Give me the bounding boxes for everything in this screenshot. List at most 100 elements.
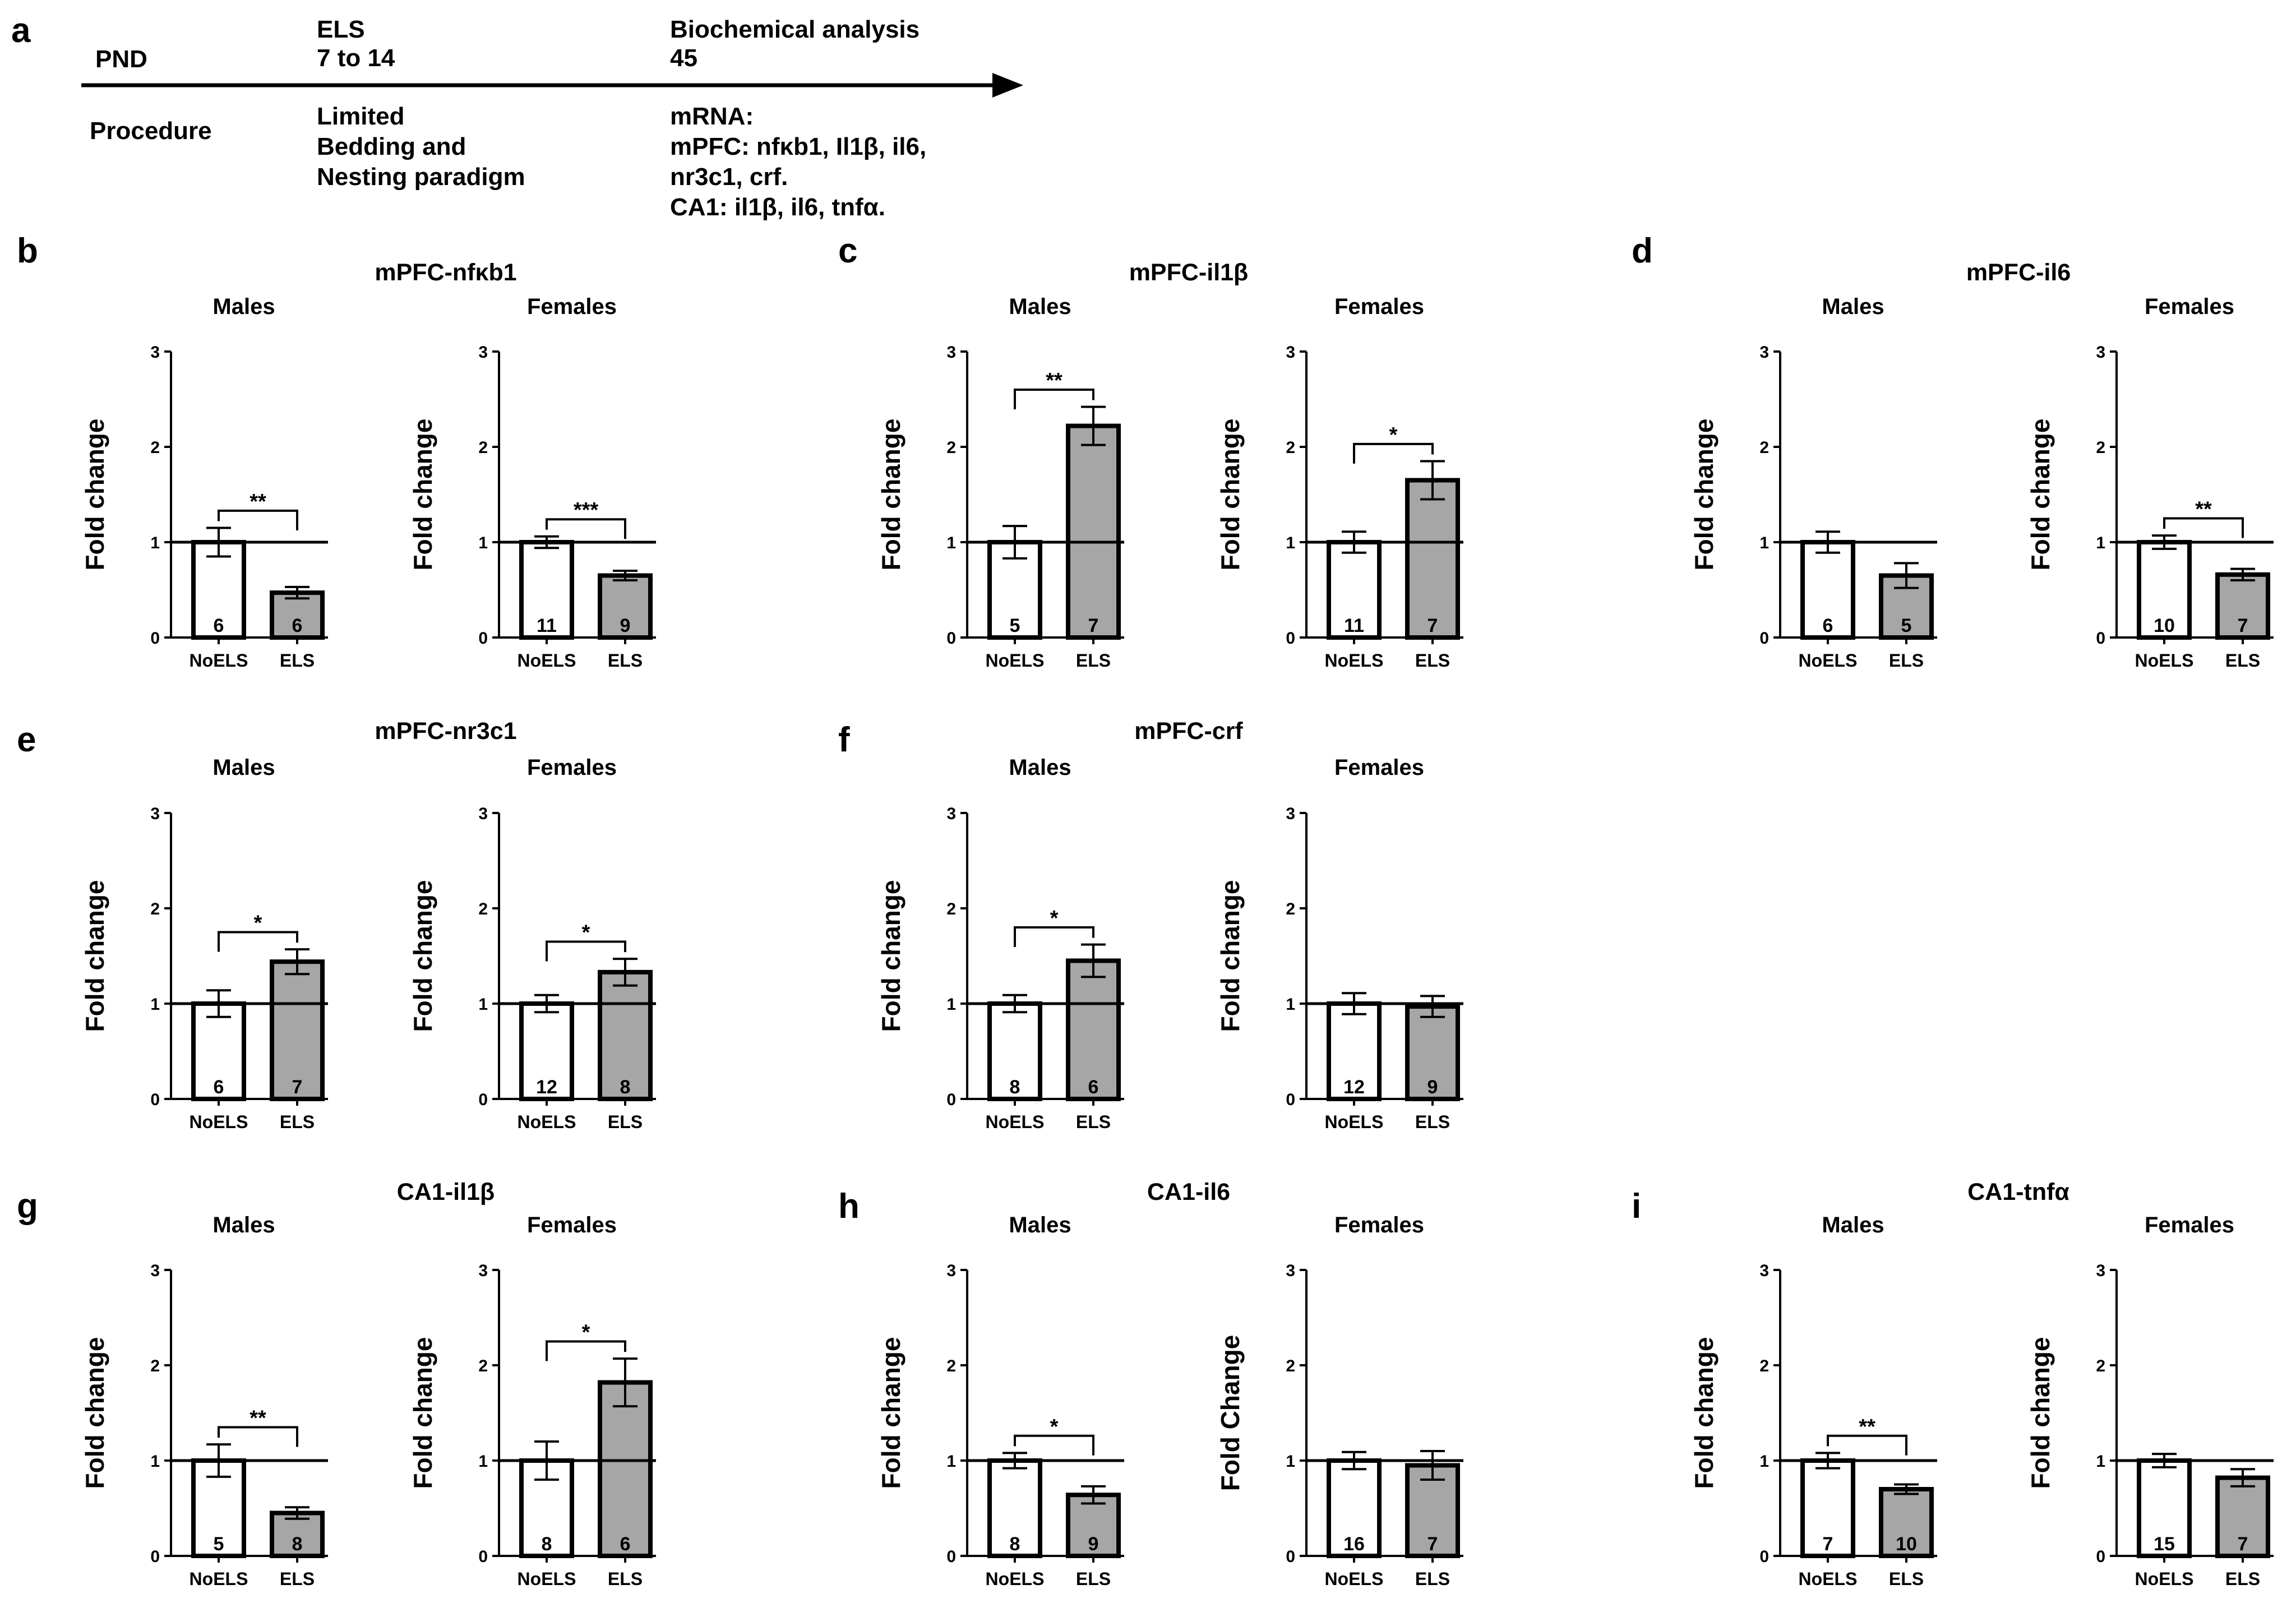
x-tick-label: ELS (608, 1569, 643, 1589)
significance-bracket (1353, 442, 1434, 464)
chart-title: CA1-il1β (397, 1179, 495, 1205)
y-tick-label: 1 (1286, 534, 1295, 552)
y-tick-label: 1 (478, 534, 488, 552)
y-tick-label: 0 (150, 1547, 160, 1566)
pnd-label: PND (95, 45, 147, 73)
analysis-stage-line: 45 (670, 44, 697, 72)
significance-stars: * (582, 921, 590, 945)
x-tick-label: ELS (1415, 650, 1450, 671)
sample-size-label: 7 (1823, 1533, 1833, 1555)
sample-size-label: 9 (1428, 1077, 1438, 1098)
chart-title: CA1-tnfα (1967, 1179, 2069, 1205)
sex-subtitle: Males (1009, 1213, 1071, 1237)
x-tick-label: ELS (280, 650, 315, 671)
x-tick-label: ELS (1076, 1112, 1111, 1132)
x-tick-label: ELS (608, 650, 643, 671)
significance-stars: * (582, 1321, 590, 1345)
sample-size-label: 8 (1010, 1077, 1020, 1098)
y-tick-label: 2 (2096, 438, 2105, 457)
chart-i-females: Females Fold change 0 1 2 3 15 NoELS 7 ELS (2026, 1213, 2274, 1589)
y-tick-label: 2 (1286, 1357, 1295, 1375)
chart-e-males: e mPFC-nr3c1 Males Fold change 0 1 2 3 6 NoELS 7 EL… (17, 718, 517, 1132)
significance-bracket (218, 509, 298, 530)
sample-size-label: 7 (292, 1077, 303, 1098)
y-tick-label: 1 (1759, 534, 1769, 552)
chart-h-females: Females Fold Change 0 1 2 3 16 NoELS 7 ELS (1216, 1213, 1463, 1589)
x-tick-label: NoELS (190, 650, 248, 671)
sample-size-label: 8 (292, 1533, 303, 1555)
y-tick-label: 0 (946, 629, 956, 648)
y-tick-label: 0 (946, 1547, 956, 1566)
chart-h-males: h CA1-il6 Males Fold change 0 1 2 3 8 NoELS 9 ELS * (838, 1179, 1230, 1589)
y-tick-label: 3 (1286, 805, 1295, 823)
y-tick-label: 0 (946, 1091, 956, 1109)
x-tick-label: NoELS (1325, 1112, 1384, 1132)
y-tick-label: 3 (2096, 343, 2105, 362)
y-tick-label: 0 (2096, 629, 2105, 648)
chart-d-females: Females Fold change 0 1 2 3 10 NoELS 7 ELS ** (2026, 294, 2274, 671)
significance-bracket (546, 518, 626, 539)
sex-subtitle: Males (1009, 294, 1071, 319)
y-tick-label: 2 (1286, 438, 1295, 457)
procedure-line: Nesting paradigm (317, 163, 525, 191)
significance-bracket (546, 1340, 626, 1361)
mrna-line: CA1: il1β, il6, tnfα. (670, 193, 885, 221)
sex-subtitle: Females (527, 755, 617, 780)
y-axis-label: Fold change (876, 1337, 906, 1489)
y-tick-label: 1 (946, 995, 956, 1014)
significance-bracket (1014, 389, 1094, 409)
significance-stars: ** (1046, 369, 1062, 392)
x-tick-label: ELS (1889, 650, 1924, 671)
y-axis-label: Fold Change (1216, 1335, 1245, 1491)
y-axis-label: Fold change (1216, 419, 1245, 571)
chart-title: mPFC-il6 (1966, 259, 2071, 286)
sex-subtitle: Males (212, 1213, 275, 1237)
sample-size-label: 12 (1343, 1077, 1365, 1098)
sample-size-label: 8 (1010, 1533, 1020, 1555)
sample-size-label: 8 (542, 1533, 552, 1555)
panel-label-a: a (11, 11, 31, 50)
chart-title: mPFC-nfκb1 (375, 259, 516, 286)
y-tick-label: 0 (1759, 629, 1769, 648)
procedure-line: Limited (317, 103, 404, 130)
bar-els (598, 969, 653, 1102)
x-tick-label: ELS (1415, 1569, 1450, 1589)
x-tick-label: NoELS (190, 1112, 248, 1132)
y-tick-label: 1 (150, 534, 160, 552)
y-axis-label: Fold change (408, 880, 437, 1032)
y-axis-label: Fold change (408, 1337, 437, 1489)
significance-bracket (218, 1426, 298, 1447)
significance-stars: ** (2195, 498, 2212, 521)
procedure-line: Bedding and (317, 133, 466, 160)
y-axis-label: Fold change (1689, 1337, 1718, 1489)
bar-noels (1800, 540, 1855, 640)
x-tick-label: ELS (608, 1112, 643, 1132)
panel-label-e: e (17, 720, 36, 759)
sample-size-label: 9 (1088, 1533, 1099, 1555)
bar-noels (1327, 1458, 1382, 1558)
sample-size-label: 11 (537, 615, 557, 636)
y-axis-label: Fold change (80, 1337, 109, 1489)
x-tick-label: NoELS (1799, 650, 1858, 671)
y-axis-label: Fold change (876, 880, 906, 1032)
panel-label-h: h (838, 1187, 860, 1226)
bar-els (1405, 478, 1460, 640)
y-tick-label: 3 (1286, 1262, 1295, 1280)
chart-c-males: c mPFC-il1β Males Fold change 0 1 2 3 5 NoELS 7 ELS… (838, 232, 1248, 671)
sample-size-label: 10 (2154, 615, 2175, 636)
sample-size-label: 7 (1088, 615, 1099, 636)
y-tick-label: 2 (946, 900, 956, 918)
significance-stars: ** (1859, 1415, 1875, 1439)
y-axis-label: Fold change (408, 419, 437, 571)
y-axis-label: Fold change (1689, 419, 1718, 571)
y-tick-label: 3 (150, 343, 160, 362)
mrna-line: mRNA: (670, 103, 754, 130)
y-axis-label: Fold change (876, 419, 906, 571)
x-tick-label: NoELS (1325, 650, 1384, 671)
y-tick-label: 1 (1286, 1452, 1295, 1471)
sample-size-label: 7 (1428, 1533, 1438, 1555)
timeline-panel: a PND Procedure ELS 7 to 14 Biochemical … (11, 11, 1023, 221)
panel-label-b: b (17, 232, 38, 270)
